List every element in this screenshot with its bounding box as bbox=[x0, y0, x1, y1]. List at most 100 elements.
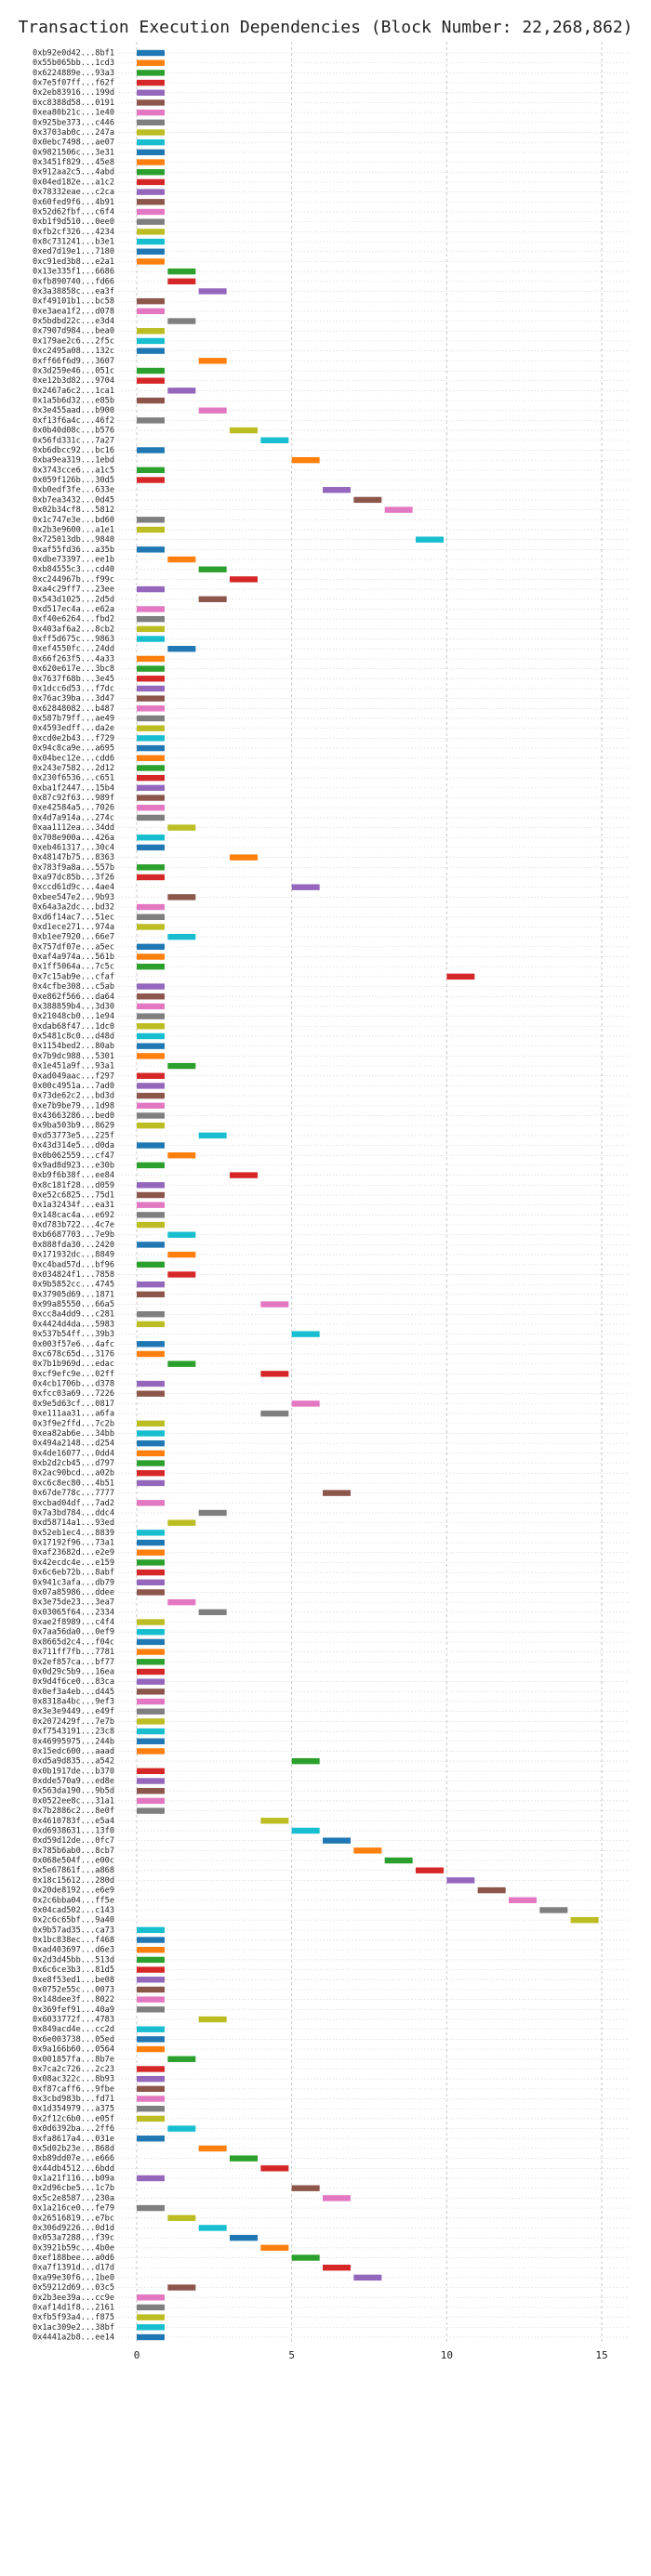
y-tick-label: 0x053a7288...f39c bbox=[33, 2234, 114, 2243]
bar bbox=[198, 358, 227, 364]
bar bbox=[137, 953, 165, 960]
bar bbox=[137, 169, 165, 176]
y-tick-label: 0x001857fa...8b7e bbox=[33, 2055, 114, 2064]
bar bbox=[230, 576, 258, 583]
bar bbox=[137, 1788, 165, 1794]
y-tick-label: 0x2072429f...7e7b bbox=[33, 1717, 114, 1727]
bar bbox=[323, 1837, 351, 1844]
bar bbox=[137, 964, 165, 970]
bar bbox=[137, 636, 165, 642]
bar bbox=[137, 297, 165, 305]
y-tick-label: 0x5e67861f...a868 bbox=[33, 1866, 114, 1875]
y-tick-label: 0x48147b75...8363 bbox=[33, 853, 114, 862]
y-tick-label: 0x7a3bd784...ddc4 bbox=[33, 1508, 114, 1518]
bar bbox=[137, 1549, 165, 1556]
bar bbox=[137, 1589, 165, 1596]
bar bbox=[137, 585, 165, 593]
y-tick-label: 0x587b79ff...ae49 bbox=[33, 715, 114, 724]
y-tick-label: 0xeb461317...30c4 bbox=[33, 843, 114, 852]
bar bbox=[384, 506, 413, 513]
y-tick-label: 0x13e335f1...6686 bbox=[33, 268, 114, 277]
y-tick-label: 0x4cfbe308...c5ab bbox=[33, 982, 114, 992]
y-tick-label: 0x1ac309e2...38bf bbox=[33, 2323, 114, 2333]
bar bbox=[137, 835, 165, 841]
y-tick-label: 0xb6687703...7e9b bbox=[33, 1230, 114, 1240]
bar bbox=[137, 1102, 165, 1110]
y-tick-label: 0xc6c8ec80...4b51 bbox=[33, 1479, 114, 1488]
bar bbox=[198, 596, 227, 602]
y-tick-label: 0x73de62c2...bd3d bbox=[33, 1092, 114, 1101]
bar bbox=[137, 2304, 165, 2311]
y-tick-label: 0x5d02b23e...868d bbox=[33, 2144, 114, 2153]
bar bbox=[137, 2136, 165, 2142]
y-tick-label: 0x0d6392ba...2ff6 bbox=[33, 2124, 114, 2134]
bar bbox=[137, 1579, 165, 1585]
bar bbox=[137, 1659, 165, 1665]
y-tick-label: 0x2ef857ca...bf77 bbox=[33, 1658, 114, 1667]
y-tick-label: 0x1154bed2...80ab bbox=[33, 1042, 114, 1051]
y-tick-label: 0x059f126b...30d5 bbox=[33, 476, 114, 485]
y-tick-label: 0x7b2886c2...8e0f bbox=[33, 1807, 114, 1816]
y-tick-label: 0xd58714a1...93ed bbox=[33, 1518, 114, 1528]
y-tick-label: 0xf49101b1...bc58 bbox=[33, 297, 114, 307]
y-tick-label: 0x3f9e2ffd...7c2b bbox=[33, 1419, 114, 1428]
y-tick-label: 0x04bec12e...cdd6 bbox=[33, 754, 114, 763]
y-tick-label: 0x62848082...b487 bbox=[33, 704, 114, 714]
bar bbox=[137, 1689, 165, 1695]
bar bbox=[167, 1231, 196, 1238]
bar bbox=[137, 109, 165, 116]
bar bbox=[167, 2215, 196, 2221]
bar bbox=[353, 1847, 382, 1854]
y-tick-label: 0x42ecdc4e...e159 bbox=[33, 1558, 114, 1568]
y-tick-label: 0x43d314e5...d0da bbox=[33, 1141, 114, 1150]
y-tick-label: 0xe8f53ed1...be08 bbox=[33, 1976, 114, 1985]
bar bbox=[137, 1013, 165, 1019]
y-tick-label: 0x7b1b969d...edac bbox=[33, 1360, 114, 1369]
bar bbox=[137, 1023, 165, 1030]
bar bbox=[137, 864, 165, 871]
y-tick-label: 0xaf23682d...e2e9 bbox=[33, 1548, 114, 1557]
y-tick-label: 0x2b3ee39a...cc9e bbox=[33, 2293, 114, 2303]
y-tick-label: 0xe12b3d82...9704 bbox=[33, 376, 114, 386]
y-tick-label: 0x912aa2c5...4abd bbox=[33, 168, 114, 177]
y-tick-label: 0xfb2cf326...4234 bbox=[33, 228, 114, 237]
bar bbox=[137, 377, 165, 384]
y-tick-label: 0x26516819...e7bc bbox=[33, 2214, 114, 2223]
y-tick-label: 0xf40e6264...fbd2 bbox=[33, 615, 114, 624]
bar bbox=[167, 318, 196, 324]
bar bbox=[137, 70, 165, 76]
bar bbox=[137, 1638, 165, 1646]
y-tick-label: 0xea80b21c...1e40 bbox=[33, 109, 114, 118]
bar bbox=[137, 248, 165, 255]
y-tick-label: 0x230f6536...c651 bbox=[33, 774, 114, 783]
bar bbox=[137, 189, 165, 195]
bar bbox=[137, 1420, 165, 1426]
y-tick-label: 0x0b062559...cf47 bbox=[33, 1151, 114, 1161]
bar bbox=[137, 903, 165, 911]
y-tick-label: 0x9ba503b9...8629 bbox=[33, 1122, 114, 1131]
bar bbox=[137, 159, 165, 165]
bar bbox=[137, 705, 165, 712]
bar bbox=[198, 1132, 227, 1139]
bar bbox=[137, 238, 165, 245]
y-tick-label: 0x494a2148...d254 bbox=[33, 1439, 114, 1449]
bar bbox=[137, 2324, 165, 2331]
y-tick-label: 0x849acd4e...cc2d bbox=[33, 2025, 114, 2034]
y-tick-label: 0x1d354979...a375 bbox=[33, 2105, 114, 2114]
y-tick-label: 0x403af6a2...8cb2 bbox=[33, 624, 114, 634]
bar bbox=[137, 805, 165, 811]
y-tick-label: 0x37905d69...1871 bbox=[33, 1290, 114, 1299]
y-tick-label: 0x3451f829...45e8 bbox=[33, 158, 114, 167]
bar bbox=[137, 1937, 165, 1943]
y-tick-label: 0xed7d19e1...7180 bbox=[33, 247, 114, 256]
bar bbox=[353, 496, 382, 504]
bar bbox=[137, 1569, 165, 1576]
y-tick-label: 0x306d9226...0d1d bbox=[33, 2224, 114, 2233]
bar bbox=[137, 725, 165, 731]
bar bbox=[137, 695, 165, 702]
bar bbox=[137, 2096, 165, 2102]
bar bbox=[260, 437, 289, 443]
bar bbox=[167, 646, 196, 652]
bar bbox=[167, 1519, 196, 1526]
y-tick-label: 0xd6938631...13f0 bbox=[33, 1826, 114, 1835]
